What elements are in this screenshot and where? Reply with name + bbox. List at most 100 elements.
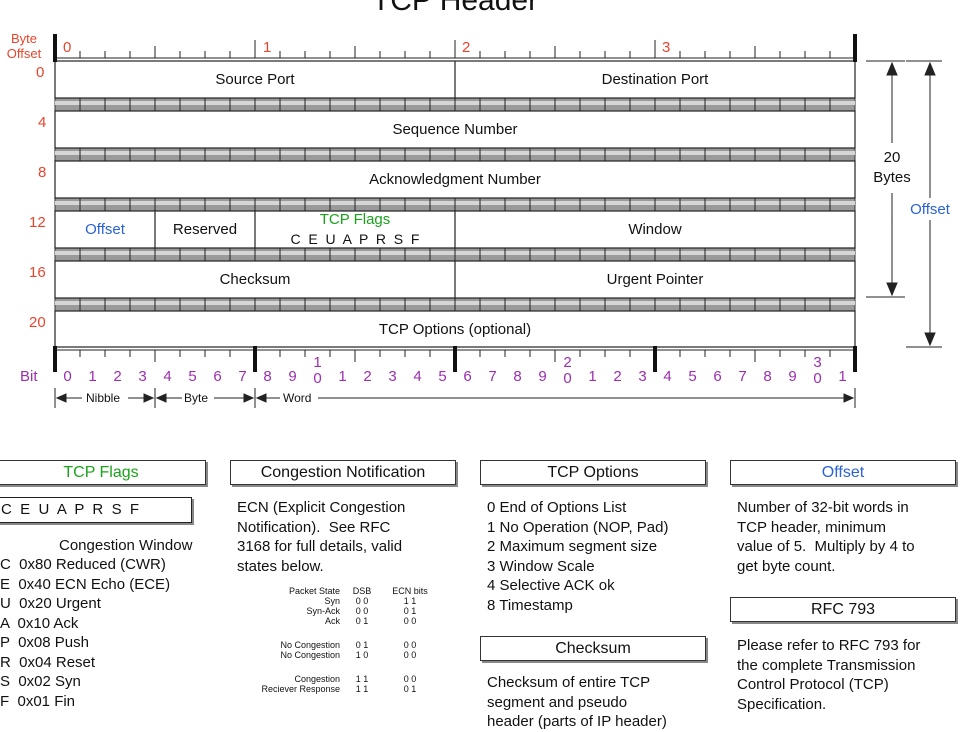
row-offset-20: 20 [29,314,46,331]
bit-number: 1 0 [313,354,322,387]
congestion-window-caption: Congestion Window [59,537,193,554]
bit-number: 1 [588,368,597,385]
tcp-flags-letters-box: C E U A P R S F [0,497,192,523]
ecn-dsb: 0 1 [355,616,369,626]
row-offset-4: 4 [38,114,47,131]
byte-offset-label-line1: Byte [10,31,37,46]
table-row: No Congestion 0 1 0 0 [250,640,440,650]
row-offset-16: 16 [29,264,46,281]
table-row: No Congestion 1 0 0 0 [250,650,440,660]
bit-number: 7 [488,368,497,385]
ecn-bits: 0 0 [403,640,417,650]
bit-number: 6 [463,368,472,385]
flag-ack: A 0x10 Ack [0,614,79,632]
source-port-field: Source Port [215,71,295,88]
table-row: Syn 0 0 1 1 [250,596,440,606]
byte-offset-label: Byte Offset [0,31,48,61]
bit-number: 6 [713,368,722,385]
ecn-dsb: 0 0 [355,606,369,616]
byte-boundary-lines [53,34,857,372]
ecn-bits: 0 0 [403,616,417,626]
ecn-dsb: 0 0 [355,596,369,606]
bit-number: 3 [138,368,147,385]
bit-number: 3 [638,368,647,385]
checksum-text: Checksum of entire TCP segment and pseud… [487,674,667,730]
ecn-bits: 0 0 [403,650,417,660]
bit-number: 9 [788,368,797,385]
table-row [250,626,440,640]
urgent-pointer-field: Urgent Pointer [606,271,704,288]
ecn-bits: 1 1 [403,596,417,606]
bit-number: 7 [738,368,747,385]
congestion-notification-title: Congestion Notification [230,460,456,485]
acknowledgment-number-field: Acknowledgment Number [369,171,541,188]
bit-number: 2 0 [563,354,572,387]
flag-cwr: C 0x80 Reduced (CWR) [0,556,166,573]
ecn-state: Reciever Response [261,684,340,694]
offset-field: Offset [85,221,125,238]
bit-number: 2 [363,368,372,385]
ecn-header-state: Packet State [288,586,340,596]
ecn-dsb: 1 1 [355,684,369,694]
ecn-state [250,660,344,674]
table-row [250,660,440,674]
offset-box-text: Number of 32-bit words in TCP header, mi… [737,499,915,575]
tcp-header-diagram [53,34,942,408]
flag-fin: F 0x01 Fin [0,692,76,710]
window-field: Window [628,221,682,238]
tcp-flags-field-title: TCP Flags [319,211,391,228]
tcp-options-field: TCP Options (optional) [378,321,532,338]
size-bytes-label: Bytes [873,169,911,186]
sequence-number-field: Sequence Number [392,121,518,138]
bit-number: 8 [263,368,272,385]
flag-psh: P 0x08 Push [0,634,89,651]
ecn-states-table: Packet State DSB ECN bits Syn 0 0 1 1 Syn-… [250,586,440,694]
size-20-label: 20 [883,149,901,166]
ecn-bits: 0 1 [403,684,417,694]
tcp-options-text: 0 End of Options List 1 No Operation (NO… [487,499,669,614]
bit-number: 4 [163,368,172,385]
flag-syn: S 0x02 Syn [0,673,81,690]
destination-port-field: Destination Port [601,71,709,88]
byte-index-3: 3 [662,39,671,56]
checksum-title: Checksum [480,636,706,661]
bit-number: 9 [288,368,297,385]
ecn-dsb: 0 1 [355,640,369,650]
table-row: Congestion 1 1 0 0 [250,674,440,684]
reserved-field: Reserved [172,221,238,238]
flag-rst: R 0x04 Reset [0,653,96,671]
row-offset-12: 12 [29,214,46,231]
table-row: Syn-Ack 0 0 0 1 [250,606,440,616]
bit-number: 5 [438,368,447,385]
bit-number: 9 [538,368,547,385]
ecn-dsb [344,660,380,674]
bit-number: 6 [213,368,222,385]
ecn-bits: 0 0 [403,674,417,684]
tcp-options-title: TCP Options [480,460,706,485]
byte-index-1: 1 [263,39,272,56]
ecn-state: Syn [324,596,340,606]
row-boxes [54,60,856,348]
bit-number: 2 [613,368,622,385]
ecn-table-header: Packet State DSB ECN bits [250,586,440,596]
bit-number: 2 [113,368,122,385]
byte-offset-label-line2: Offset [6,46,42,61]
ecn-bits: 0 1 [403,606,417,616]
bit-number: 1 [838,368,847,385]
rfc-793-text: Please refer to RFC 793 for the complete… [737,637,921,713]
ecn-state: Congestion [294,674,340,684]
ecn-dsb: 1 1 [355,674,369,684]
size-arrows [866,60,942,348]
byte-index-2: 2 [462,39,471,56]
offset-box-title: Offset [730,460,956,485]
ecn-dsb [344,626,380,640]
range-arrows [54,388,856,408]
tcp-flags-field-letters: C E U A P R S F [290,231,420,247]
bit-number: 8 [763,368,772,385]
flag-ece: E 0x40 ECN Echo (ECE) [0,575,171,593]
tcp-flags-letters: C E U A P R S F [1,501,140,518]
ecn-header-dsb: DSB [352,586,372,596]
diagram-title: TCP Header [371,0,539,17]
size-offset-label: Offset [910,201,950,218]
bit-label: Bit [20,368,38,385]
